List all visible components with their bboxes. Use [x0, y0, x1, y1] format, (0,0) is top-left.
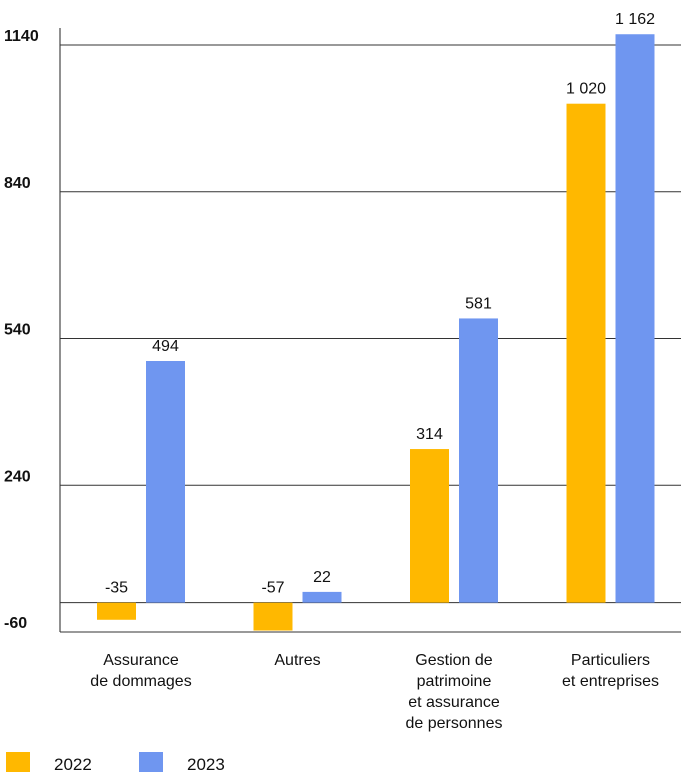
bar-2022	[410, 449, 449, 603]
category-label: Autres	[274, 652, 320, 669]
data-label: 1 162	[615, 11, 655, 28]
data-label: -57	[261, 580, 284, 597]
data-label: 314	[416, 426, 443, 443]
y-tick-label: 240	[4, 468, 31, 485]
bar-2023	[615, 34, 655, 603]
legend: 2022 2023	[6, 752, 225, 774]
y-tick-label: -60	[4, 615, 27, 632]
data-label: 494	[152, 338, 179, 355]
y-axis-ticks: -60 240 540 840 1140	[4, 28, 39, 632]
legend-label: 2022	[54, 755, 92, 774]
bar-2023	[459, 318, 498, 603]
data-label: -35	[105, 580, 128, 597]
category-label: et assurance	[408, 694, 500, 711]
category-label: de personnes	[406, 715, 503, 732]
category-label: de dommages	[90, 673, 191, 690]
category-label: patrimoine	[417, 673, 492, 690]
data-label: 1 020	[566, 81, 606, 98]
category-labels: Assurance de dommages Autres Gestion de patr…	[90, 652, 659, 732]
bar-2023	[146, 361, 185, 603]
y-tick-label: 840	[4, 175, 31, 192]
bar-2023	[302, 591, 342, 603]
bar-2022	[566, 103, 606, 603]
category-label: Gestion de	[415, 652, 492, 669]
bar-2022	[97, 602, 136, 620]
bar-2022	[253, 602, 293, 631]
data-label: 581	[465, 295, 492, 312]
legend-swatch	[139, 752, 163, 772]
category-label: et entreprises	[562, 673, 659, 690]
legend-swatch	[6, 752, 30, 772]
y-tick-label: 540	[4, 322, 31, 339]
data-label: 22	[313, 569, 331, 586]
y-tick-label: 1140	[4, 28, 39, 45]
legend-label: 2023	[187, 755, 225, 774]
bars	[97, 34, 655, 631]
category-label: Particuliers	[571, 652, 650, 669]
category-label: Assurance	[103, 652, 179, 669]
data-labels: -35 494 -57 22 314 581 1 020 1 162	[105, 11, 655, 596]
